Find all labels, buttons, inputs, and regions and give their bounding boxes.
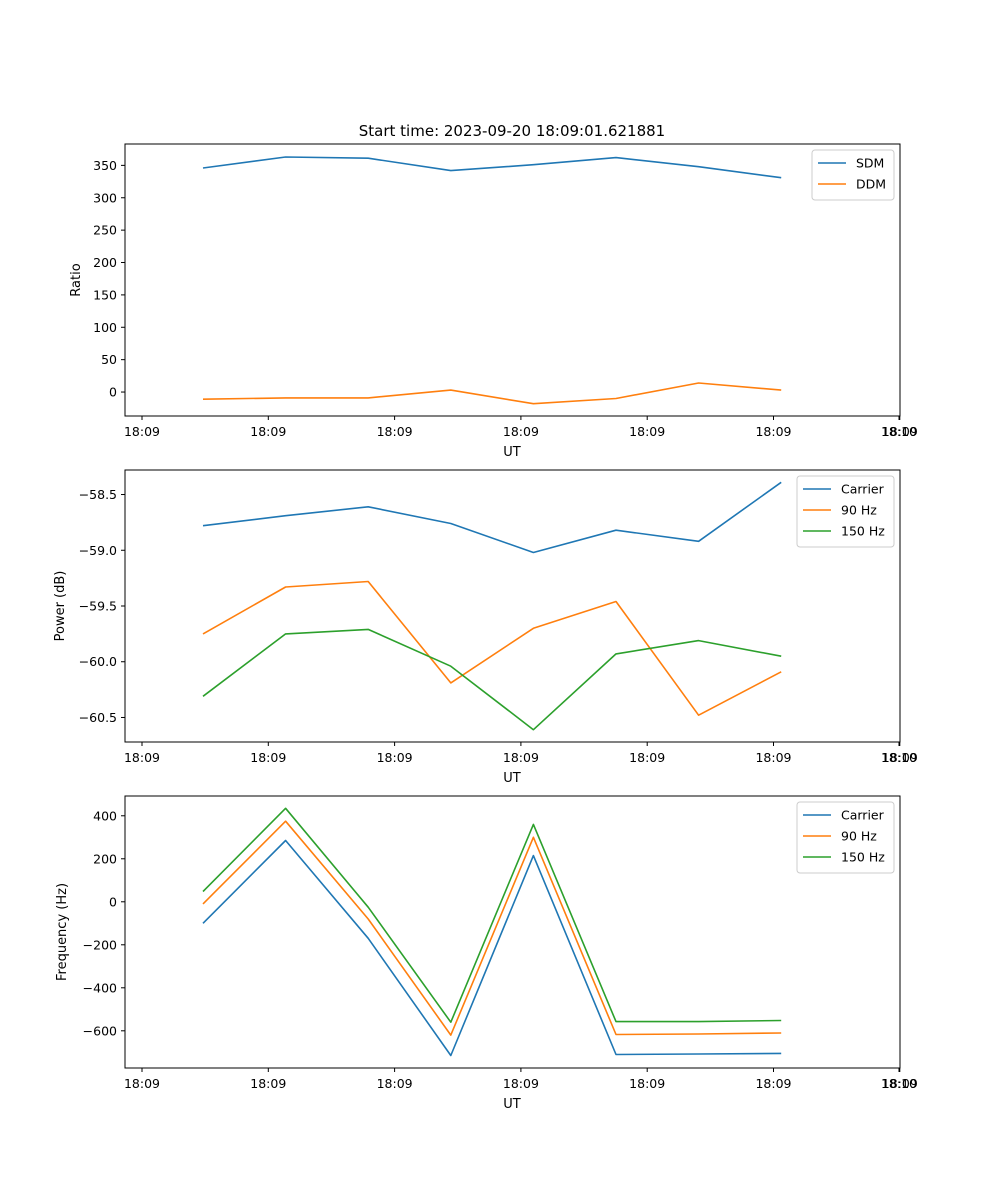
power-y-tick-label: −59.0 bbox=[79, 543, 117, 558]
power-x-label: UT bbox=[503, 771, 521, 786]
ratio-y-axis: 0 50 100 150 200 250 300 350 bbox=[93, 158, 125, 400]
ratio-y-tick-label: 200 bbox=[93, 255, 117, 270]
frequency-x-tick-label: 18:10 bbox=[881, 1076, 917, 1091]
power-x-tick-label: 18:09 bbox=[377, 750, 413, 765]
power-chart: 18:09 18:09 18:09 18:09 18:09 18:09 18:0918:10… bbox=[53, 469, 918, 786]
ratio-x-tick-label: 18:09 bbox=[755, 424, 791, 439]
frequency-legend-label-150-hz: 150 Hz bbox=[841, 850, 885, 865]
frequency-y-tick-label: 400 bbox=[93, 808, 117, 823]
frequency-legend-label-90-hz: 90 Hz bbox=[841, 829, 877, 844]
frequency-x-tick-label: 18:09 bbox=[755, 1076, 791, 1091]
ratio-y-tick-label: 300 bbox=[93, 190, 117, 205]
frequency-series-90-hz-line bbox=[202, 820, 782, 1036]
ratio-plot-frame bbox=[124, 143, 901, 417]
ratio-x-tick-label: 18:10 bbox=[881, 424, 917, 439]
frequency-x-tick-label: 18:09 bbox=[250, 1076, 286, 1091]
frequency-y-tick-label: −400 bbox=[83, 980, 117, 995]
ratio-y-tick-label: 150 bbox=[93, 287, 117, 302]
ratio-series-sdm-line bbox=[202, 156, 782, 179]
ratio-y-tick-label: 0 bbox=[109, 385, 117, 400]
frequency-x-tick-label: 18:09 bbox=[377, 1076, 413, 1091]
frequency-legend-label-carrier: Carrier bbox=[841, 808, 885, 823]
power-x-tick-label: 18:09 bbox=[882, 750, 918, 765]
frequency-x-tick-label: 18:09 bbox=[629, 1076, 665, 1091]
power-y-tick-label: −58.5 bbox=[79, 487, 117, 502]
ratio-series-ddm-line bbox=[202, 382, 782, 405]
frequency-series-carrier-line bbox=[202, 839, 782, 1057]
power-y-tick-label: −60.5 bbox=[79, 710, 117, 725]
ratio-x-tick-label: 18:09 bbox=[250, 424, 286, 439]
frequency-legend: Carrier 90 Hz 150 Hz bbox=[796, 801, 895, 874]
frequency-plot-frame bbox=[124, 795, 901, 1069]
frequency-x-label: UT bbox=[503, 1097, 521, 1112]
ratio-series-lines bbox=[202, 156, 782, 405]
ratio-x-label: UT bbox=[503, 445, 521, 460]
power-x-tick-label: 18:09 bbox=[629, 750, 665, 765]
frequency-series-150-hz-line bbox=[202, 807, 782, 1024]
power-series-150-hz-line bbox=[202, 628, 782, 731]
ratio-legend: SDM DDM bbox=[811, 149, 895, 201]
frequency-series-lines bbox=[202, 807, 782, 1057]
power-legend-label-carrier: Carrier bbox=[841, 482, 885, 497]
ratio-x-tick-label: 18:09 bbox=[124, 424, 160, 439]
ratio-y-tick-label: 50 bbox=[101, 352, 117, 367]
power-x-tick-label: 18:09 bbox=[124, 750, 160, 765]
frequency-y-axis: −600 −400 −200 0 200 400 bbox=[83, 808, 125, 1038]
frequency-y-tick-label: −200 bbox=[83, 937, 117, 952]
frequency-x-tick-label: 18:09 bbox=[503, 1076, 539, 1091]
frequency-y-label: Frequency (Hz) bbox=[55, 883, 70, 981]
ratio-y-tick-label: 250 bbox=[93, 223, 117, 238]
power-legend-box bbox=[796, 475, 895, 548]
frequency-x-tick-label: 18:09 bbox=[882, 1076, 918, 1091]
frequency-x-tick-label: 18:09 bbox=[124, 1076, 160, 1091]
ratio-x-tick-label: 18:09 bbox=[629, 424, 665, 439]
power-y-tick-label: −60.0 bbox=[79, 654, 117, 669]
frequency-y-tick-label: 0 bbox=[109, 894, 117, 909]
frequency-legend-box bbox=[796, 801, 895, 874]
frequency-y-tick-label: −600 bbox=[83, 1023, 117, 1038]
ratio-legend-label-sdm: SDM bbox=[856, 156, 884, 171]
ratio-x-tick-label: 18:09 bbox=[377, 424, 413, 439]
power-x-tick-label: 18:09 bbox=[755, 750, 791, 765]
power-legend: Carrier 90 Hz 150 Hz bbox=[796, 475, 895, 548]
ratio-y-tick-label: 350 bbox=[93, 158, 117, 173]
power-series-carrier-line bbox=[202, 481, 782, 554]
power-x-tick-label: 18:09 bbox=[250, 750, 286, 765]
frequency-chart: 18:09 18:09 18:09 18:09 18:09 18:09 18:0918:10… bbox=[55, 795, 918, 1112]
power-series-lines bbox=[202, 481, 782, 731]
power-y-axis: −60.5 −60.0 −59.5 −59.0 −58.5 bbox=[79, 487, 125, 725]
ratio-y-tick-label: 100 bbox=[93, 320, 117, 335]
power-legend-label-90-hz: 90 Hz bbox=[841, 503, 877, 518]
ratio-legend-label-ddm: DDM bbox=[856, 177, 886, 192]
ratio-x-tick-label: 18:09 bbox=[503, 424, 539, 439]
figure-title: Start time: 2023-09-20 18:09:01.621881 bbox=[359, 122, 665, 140]
power-legend-label-150-hz: 150 Hz bbox=[841, 524, 885, 539]
ratio-chart: 18:09 18:09 18:09 18:09 18:09 18:09 18:0918:10… bbox=[69, 143, 918, 460]
power-x-tick-label: 18:10 bbox=[881, 750, 917, 765]
ratio-y-label: Ratio bbox=[69, 263, 84, 296]
frequency-y-tick-label: 200 bbox=[93, 851, 117, 866]
power-series-90-hz-line bbox=[202, 580, 782, 717]
power-x-tick-label: 18:09 bbox=[503, 750, 539, 765]
ratio-x-tick-label: 18:09 bbox=[882, 424, 918, 439]
power-y-label: Power (dB) bbox=[53, 571, 68, 642]
power-y-tick-label: −59.5 bbox=[79, 599, 117, 614]
